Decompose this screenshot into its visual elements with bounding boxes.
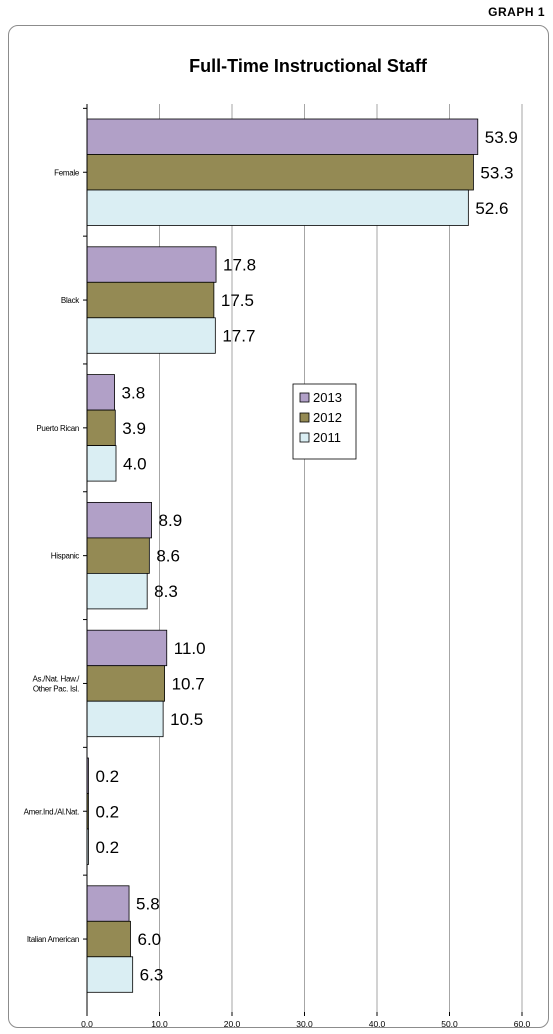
data-label: 17.7 xyxy=(222,327,255,346)
category-label: Hispanic xyxy=(51,552,80,561)
data-label: 0.2 xyxy=(95,802,119,821)
bar-2011 xyxy=(86,317,216,354)
data-label: 52.6 xyxy=(475,199,508,218)
bar-2013 xyxy=(86,374,115,411)
data-label: 0.2 xyxy=(95,767,119,786)
data-label: 8.3 xyxy=(154,582,178,601)
bar-2013 xyxy=(86,629,168,667)
category-label: Other Pac. Isl. xyxy=(33,684,79,693)
data-label: 4.0 xyxy=(123,454,147,473)
data-label: 6.0 xyxy=(138,930,162,949)
data-label: 10.7 xyxy=(172,674,205,693)
data-label: 11.0 xyxy=(174,639,206,658)
data-label: 8.6 xyxy=(156,547,180,566)
data-label: 6.3 xyxy=(140,966,164,985)
data-label: 8.9 xyxy=(159,511,183,530)
x-tick-label: 20.0 xyxy=(224,1019,241,1029)
data-label: 17.5 xyxy=(221,291,254,310)
x-tick-label: 50.0 xyxy=(441,1019,458,1029)
bar-2013 xyxy=(86,501,152,539)
category-label: Puerto Rican xyxy=(36,424,79,433)
grid-lines xyxy=(159,104,523,1012)
bar-2012 xyxy=(86,665,165,702)
bar-2011 xyxy=(86,700,164,738)
graph-number-label: GRAPH 1 xyxy=(488,5,545,19)
bar-2011 xyxy=(86,956,134,993)
data-label: 5.8 xyxy=(136,895,160,914)
legend-label: 2013 xyxy=(313,390,342,405)
legend-swatch-2012 xyxy=(299,412,310,423)
bar-2012 xyxy=(86,281,215,319)
bars: 53.9 53.3 52.6 17.8 17.5 17.7 3.8 3.9 4.0 8.9 8.6 8… xyxy=(86,118,518,993)
data-label: 3.8 xyxy=(122,383,146,402)
bar-2011 xyxy=(86,445,117,482)
x-tick-label: 10.0 xyxy=(151,1019,168,1029)
x-tick-label: 0.0 xyxy=(81,1019,93,1029)
category-label: Female xyxy=(54,168,80,177)
bar-2012 xyxy=(86,154,474,191)
bar-2013 xyxy=(86,246,217,283)
x-tick-label: 30.0 xyxy=(296,1019,313,1029)
data-label: 0.2 xyxy=(95,838,119,857)
x-tick-label: 60.0 xyxy=(514,1019,531,1029)
bar-2012 xyxy=(86,920,131,958)
bar-2013 xyxy=(86,118,479,155)
data-label: 53.3 xyxy=(480,163,513,182)
category-label: Italian American xyxy=(27,935,79,944)
data-label: 53.9 xyxy=(485,128,518,147)
bar-2011 xyxy=(86,189,469,226)
category-label: As./Nat. Haw./ xyxy=(33,674,81,683)
category-label: Amer.Ind./Al.Nat. xyxy=(24,807,79,816)
legend-label: 2011 xyxy=(313,430,341,445)
chart-title: Full-Time Instructional Staff xyxy=(189,56,428,76)
legend-swatch-2013 xyxy=(299,392,310,403)
data-label: 10.5 xyxy=(170,710,203,729)
x-tick-label: 40.0 xyxy=(369,1019,386,1029)
legend-swatch-2011 xyxy=(299,432,310,443)
legend-label: 2012 xyxy=(313,410,342,425)
bar-2013 xyxy=(86,885,130,922)
data-label: 3.9 xyxy=(122,419,146,438)
legend: 2013 2012 2011 xyxy=(292,383,357,460)
axes: 0.0 10.0 20.0 30.0 40.0 50.0 60.0 Female Black Pu… xyxy=(24,104,531,1029)
bar-2012 xyxy=(86,537,150,574)
bar-2011 xyxy=(86,573,148,610)
category-label: Black xyxy=(61,296,80,305)
data-label: 17.8 xyxy=(223,256,256,275)
chart-frame xyxy=(8,25,549,1028)
bar-2012 xyxy=(86,409,116,447)
